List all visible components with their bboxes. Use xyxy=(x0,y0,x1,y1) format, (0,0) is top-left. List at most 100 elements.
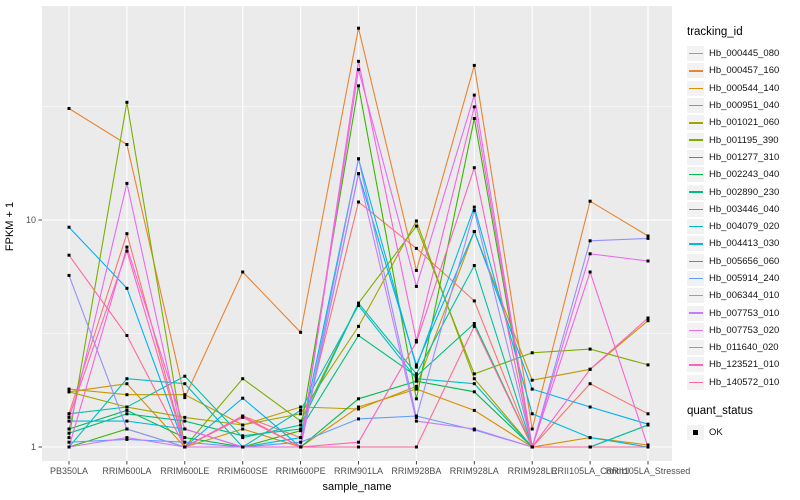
data-point xyxy=(299,405,303,409)
data-point xyxy=(125,249,129,253)
legend-entry-label: Hb_000544_140 xyxy=(709,82,780,94)
legend-key-line xyxy=(687,184,704,200)
data-point xyxy=(588,347,592,351)
legend-key-line xyxy=(687,46,704,62)
data-point xyxy=(67,427,71,431)
legend-entry: Hb_000951_040 xyxy=(687,97,799,114)
legend: tracking_id Hb_000445_080 Hb_000457_160 Hb… xyxy=(687,26,799,441)
data-point xyxy=(357,334,360,337)
data-point xyxy=(414,365,418,369)
data-point xyxy=(299,419,303,423)
legend-key-line xyxy=(687,98,704,114)
data-point xyxy=(472,117,476,120)
data-point xyxy=(183,374,187,378)
data-point xyxy=(67,390,71,394)
legend-entry-label: Hb_001195_390 xyxy=(709,134,779,146)
legend-key-line xyxy=(687,288,704,304)
data-point xyxy=(183,396,187,400)
legend-entry: Hb_001277_310 xyxy=(687,149,799,166)
data-point xyxy=(357,397,360,401)
legend-key-line xyxy=(687,201,704,217)
data-point xyxy=(414,419,418,423)
data-point xyxy=(67,253,71,257)
data-point xyxy=(125,286,129,290)
data-point xyxy=(357,440,360,444)
data-point xyxy=(183,436,187,440)
quant-status-title: quant_status xyxy=(687,404,753,417)
data-point xyxy=(67,225,71,229)
legend-key-line xyxy=(687,253,704,269)
data-point xyxy=(241,436,245,440)
data-point xyxy=(357,59,360,63)
data-point xyxy=(125,419,129,423)
legend-entry: Hb_002890_230 xyxy=(687,183,799,200)
legend-entry: Hb_011640_020 xyxy=(687,339,799,356)
legend-key-line xyxy=(687,132,704,148)
legend-entry-label: Hb_005656_060 xyxy=(709,255,780,267)
data-point xyxy=(472,377,476,381)
data-point xyxy=(646,412,650,416)
data-point xyxy=(472,299,476,303)
x-tick-label: RRIM600LE xyxy=(160,466,209,476)
data-point xyxy=(414,268,418,272)
data-point xyxy=(414,387,418,391)
data-point xyxy=(414,397,418,401)
quant-status-legend: quant_status OK xyxy=(687,405,799,441)
data-point xyxy=(125,382,129,386)
data-point xyxy=(357,304,360,307)
legend-key-line xyxy=(687,357,704,373)
legend-key-line xyxy=(687,374,704,390)
legend-key-line xyxy=(687,115,704,131)
data-point xyxy=(646,443,650,447)
legend-entry-label: Hb_005914_240 xyxy=(709,273,780,284)
legend-entry-label: Hb_007753_020 xyxy=(709,324,780,336)
data-point xyxy=(125,427,129,431)
data-point xyxy=(414,340,418,344)
data-point xyxy=(183,382,187,386)
data-point xyxy=(183,415,187,419)
legend-entry: Hb_007753_020 xyxy=(687,322,799,339)
x-tick-label: PB350LA xyxy=(50,466,88,476)
data-point xyxy=(67,436,71,440)
data-point xyxy=(125,408,129,412)
data-point xyxy=(357,407,360,411)
data-point xyxy=(183,445,187,449)
data-point xyxy=(414,363,418,367)
legend-key-line xyxy=(687,167,704,183)
legend-entry-label: OK xyxy=(709,427,723,439)
data-point xyxy=(646,236,650,240)
data-point xyxy=(67,419,71,423)
x-tick-label: RRIM600SE xyxy=(218,466,268,476)
data-point xyxy=(357,26,360,30)
data-point xyxy=(414,415,418,419)
y-axis-title: FPKM + 1 xyxy=(4,202,16,251)
data-point xyxy=(646,319,650,323)
legend-key-line xyxy=(687,63,704,79)
legend-entry: Hb_001195_390 xyxy=(687,131,799,148)
legend-key-line xyxy=(687,271,704,286)
data-point xyxy=(414,379,418,383)
data-point xyxy=(299,429,303,433)
data-point xyxy=(357,200,360,204)
data-point xyxy=(588,270,592,274)
x-tick-label: RRIM928LA xyxy=(450,466,499,476)
data-point xyxy=(646,316,650,320)
data-point xyxy=(414,219,418,223)
legend-entry-label: Hb_002890_230 xyxy=(709,186,780,198)
data-point xyxy=(472,382,476,386)
data-point xyxy=(646,363,650,367)
data-point xyxy=(67,445,71,449)
data-point xyxy=(646,259,650,263)
data-point xyxy=(472,324,476,328)
data-point xyxy=(183,427,187,431)
x-tick-label: RRII105LA_Control xyxy=(551,466,629,476)
legend-entry: Hb_123521_010 xyxy=(687,356,799,373)
legend-title: tracking_id xyxy=(687,26,743,38)
data-point xyxy=(414,284,418,288)
data-point xyxy=(125,143,129,146)
data-point xyxy=(299,440,303,444)
data-point xyxy=(472,322,476,325)
data-point xyxy=(67,107,71,110)
data-point xyxy=(299,412,303,416)
